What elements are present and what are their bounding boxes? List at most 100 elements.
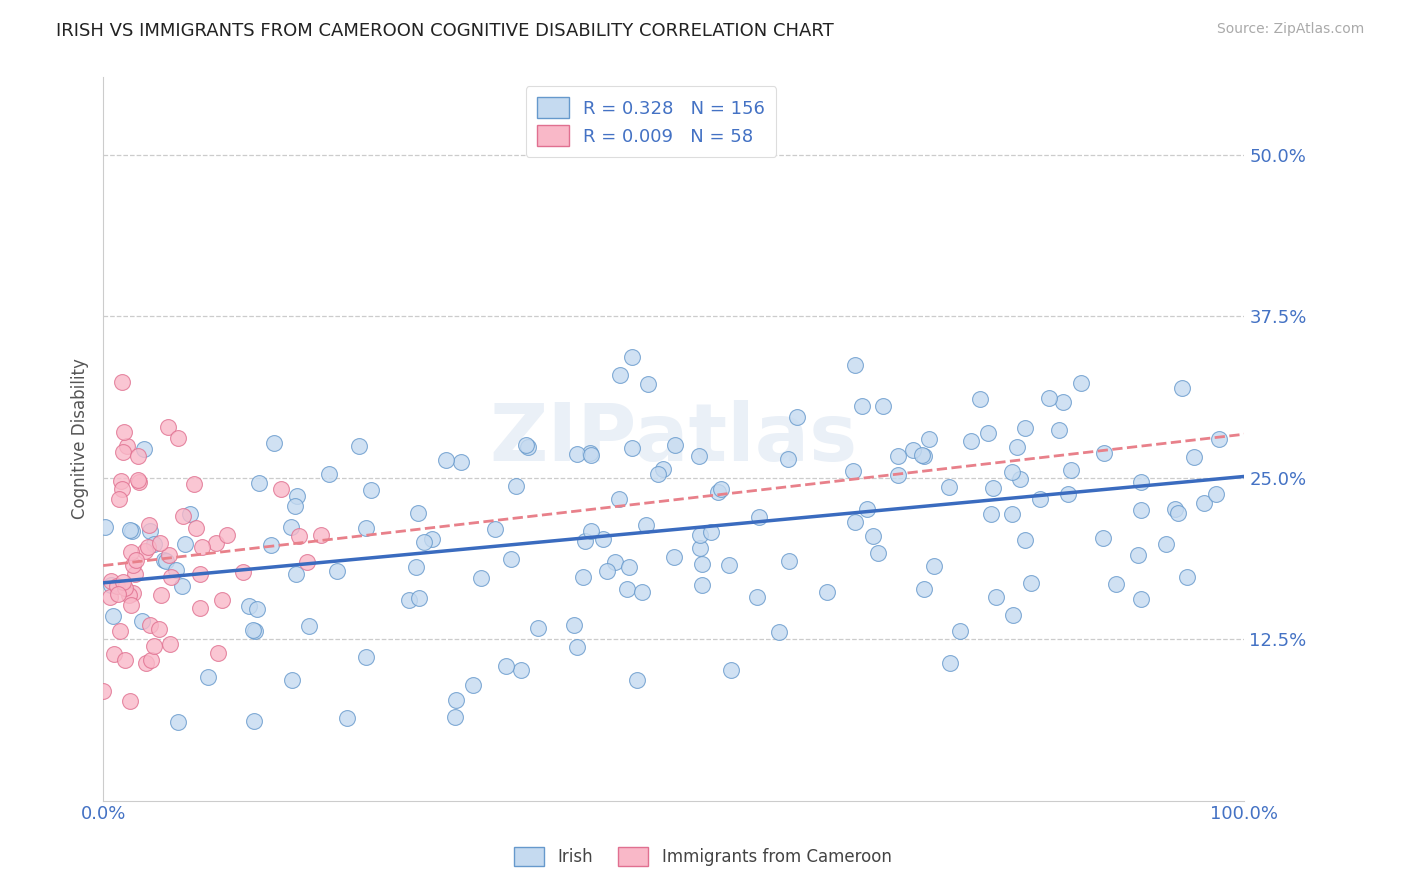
Point xyxy=(211,593,233,607)
Point xyxy=(125,553,148,567)
Point xyxy=(122,558,145,572)
Point xyxy=(183,476,205,491)
Point xyxy=(499,552,522,566)
Point xyxy=(288,529,311,543)
Point xyxy=(159,570,181,584)
Point xyxy=(149,536,172,550)
Point xyxy=(191,540,214,554)
Point xyxy=(117,440,139,454)
Point xyxy=(155,554,177,568)
Point xyxy=(143,537,166,551)
Point xyxy=(652,461,675,475)
Point xyxy=(450,455,472,469)
Point xyxy=(776,452,799,467)
Point xyxy=(165,563,187,577)
Point xyxy=(444,693,467,707)
Point xyxy=(111,574,134,589)
Point xyxy=(150,588,173,602)
Point xyxy=(748,510,770,524)
Point xyxy=(94,520,117,534)
Point xyxy=(1049,423,1071,437)
Point xyxy=(768,625,790,640)
Point xyxy=(354,649,377,664)
Legend: Irish, Immigrants from Cameroon: Irish, Immigrants from Cameroon xyxy=(506,838,900,875)
Point xyxy=(232,565,254,579)
Point xyxy=(405,560,427,574)
Point xyxy=(872,399,894,413)
Point xyxy=(354,521,377,535)
Point xyxy=(938,480,960,494)
Point xyxy=(609,368,631,382)
Point xyxy=(184,521,207,535)
Point xyxy=(128,475,150,489)
Point xyxy=(912,582,935,596)
Point xyxy=(1060,462,1083,476)
Point xyxy=(172,579,194,593)
Point xyxy=(1001,465,1024,479)
Point xyxy=(616,582,638,596)
Point xyxy=(1126,548,1149,562)
Point xyxy=(620,441,643,455)
Point xyxy=(637,377,659,392)
Point xyxy=(1130,591,1153,606)
Point xyxy=(124,566,146,581)
Point xyxy=(565,640,588,655)
Point xyxy=(406,506,429,520)
Point xyxy=(1182,450,1205,464)
Y-axis label: Cognitive Disability: Cognitive Disability xyxy=(72,359,89,519)
Point xyxy=(620,350,643,364)
Point xyxy=(413,535,436,549)
Point xyxy=(1001,608,1024,623)
Point xyxy=(1092,446,1115,460)
Point xyxy=(1010,472,1032,486)
Point xyxy=(664,438,686,452)
Point xyxy=(148,622,170,636)
Point xyxy=(1129,475,1152,489)
Point xyxy=(111,444,134,458)
Point xyxy=(631,584,654,599)
Point xyxy=(574,534,596,549)
Point xyxy=(311,528,333,542)
Point xyxy=(495,659,517,673)
Point xyxy=(263,436,285,450)
Point xyxy=(132,442,155,456)
Point xyxy=(960,434,983,448)
Point xyxy=(868,545,890,559)
Point xyxy=(120,545,142,559)
Point xyxy=(1029,492,1052,507)
Point xyxy=(1057,487,1080,501)
Point xyxy=(114,653,136,667)
Point xyxy=(179,507,201,521)
Point xyxy=(1019,576,1042,591)
Point xyxy=(120,693,142,707)
Point xyxy=(152,552,174,566)
Point xyxy=(238,599,260,614)
Point xyxy=(110,474,132,488)
Text: ZIPatlas: ZIPatlas xyxy=(489,400,858,478)
Point xyxy=(976,426,998,441)
Point xyxy=(596,564,619,578)
Point xyxy=(515,438,537,452)
Point xyxy=(285,489,308,503)
Point xyxy=(242,623,264,637)
Point xyxy=(579,446,602,460)
Point xyxy=(246,602,269,616)
Point xyxy=(706,485,728,500)
Point xyxy=(786,410,808,425)
Point xyxy=(398,593,420,607)
Point xyxy=(647,467,669,482)
Point xyxy=(517,440,540,454)
Point xyxy=(112,425,135,439)
Point xyxy=(922,559,945,574)
Point xyxy=(718,558,741,572)
Point xyxy=(1038,391,1060,405)
Point xyxy=(1129,502,1152,516)
Point xyxy=(1167,506,1189,520)
Point xyxy=(138,517,160,532)
Point xyxy=(336,711,359,725)
Point xyxy=(118,588,141,602)
Point xyxy=(592,532,614,546)
Point xyxy=(855,501,877,516)
Point xyxy=(159,637,181,651)
Point xyxy=(607,492,630,507)
